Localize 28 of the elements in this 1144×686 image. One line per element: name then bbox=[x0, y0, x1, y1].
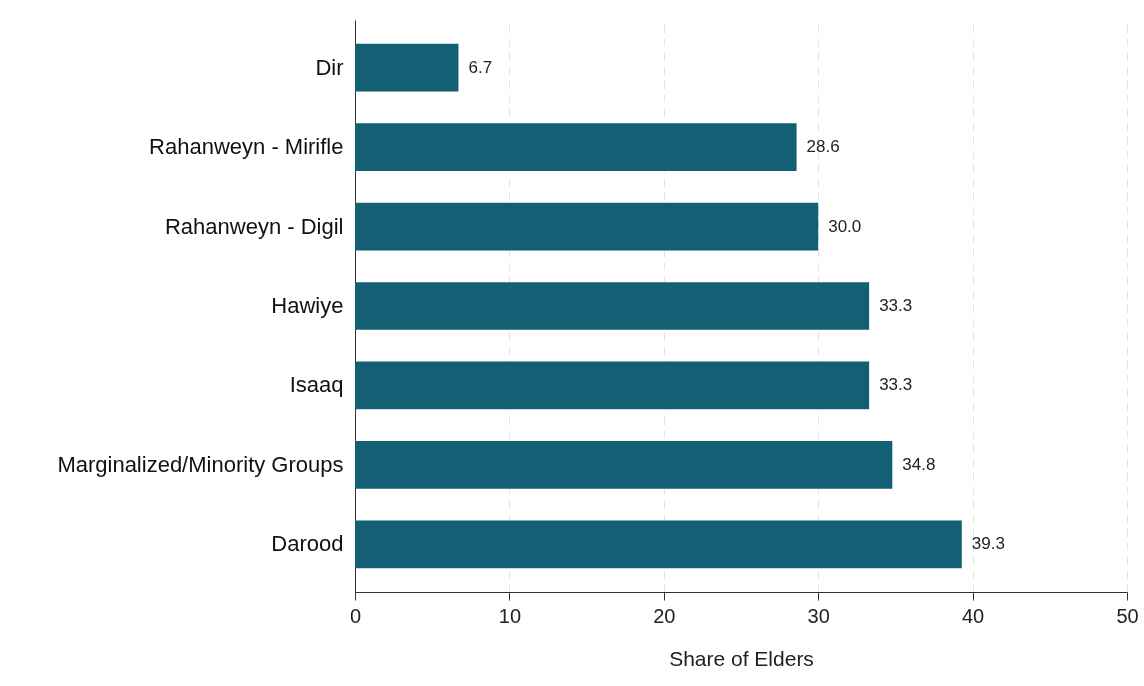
bar bbox=[355, 202, 819, 251]
x-axis-title: Share of Elders bbox=[669, 646, 814, 670]
x-tick-label: 50 bbox=[1116, 604, 1139, 627]
y-tick-label: Rahanweyn - Mirifle bbox=[149, 134, 344, 160]
x-tick-label: 30 bbox=[807, 604, 830, 627]
x-tick-label: 20 bbox=[653, 604, 676, 627]
y-tick-label: Rahanweyn - Digil bbox=[164, 213, 344, 239]
bar bbox=[355, 123, 797, 171]
data-label: 33.3 bbox=[879, 296, 913, 315]
bar bbox=[355, 282, 870, 330]
y-tick-label: Dir bbox=[315, 54, 344, 80]
bar bbox=[355, 441, 893, 489]
x-tick-label: 0 bbox=[349, 604, 362, 627]
x-tick-label: 10 bbox=[498, 604, 522, 627]
bar bbox=[355, 361, 870, 410]
bar bbox=[355, 43, 459, 92]
y-tick-label: Marginalized/Minority Groups bbox=[57, 451, 344, 477]
data-label: 34.8 bbox=[902, 454, 936, 474]
data-label: 6.7 bbox=[468, 57, 493, 77]
data-label: 39.3 bbox=[971, 534, 1005, 554]
y-tick-label: Isaaq bbox=[289, 372, 344, 398]
x-tick-label: 40 bbox=[961, 604, 985, 627]
bar bbox=[355, 520, 962, 569]
data-label: 28.6 bbox=[806, 137, 840, 157]
data-label: 33.3 bbox=[879, 375, 913, 395]
y-tick-label: Darood bbox=[271, 531, 344, 557]
y-tick-label: Hawiye bbox=[271, 293, 344, 318]
data-label: 30.0 bbox=[828, 216, 862, 236]
